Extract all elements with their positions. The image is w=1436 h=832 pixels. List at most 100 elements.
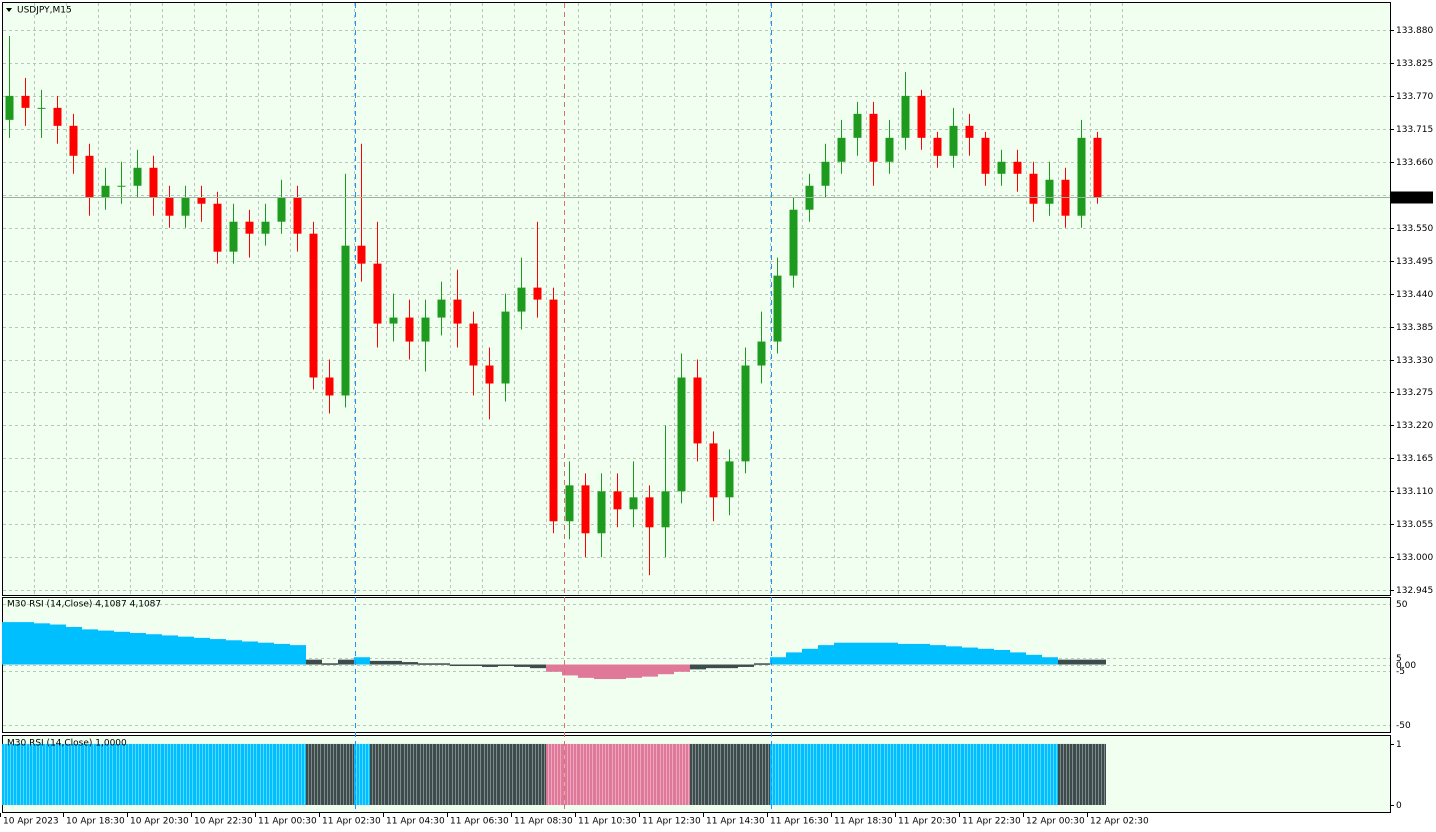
candle-body <box>869 113 878 162</box>
y-tick-label: 133.715 <box>1396 125 1433 135</box>
state-bar <box>626 743 642 805</box>
candle-body <box>661 491 670 528</box>
rsi-bar <box>642 664 658 677</box>
state-bar <box>1090 743 1106 805</box>
rsi-bar <box>450 664 466 667</box>
rsi-bar <box>514 664 530 667</box>
candle-body <box>917 95 926 138</box>
candle-body <box>1029 173 1038 204</box>
rsi-bar <box>290 645 306 665</box>
rsi-bar <box>242 641 258 665</box>
rsi-bar <box>258 642 274 665</box>
state-bar <box>322 743 338 805</box>
y-tick-label: 1 <box>1396 740 1402 750</box>
state-bar <box>306 743 322 805</box>
rsi-bar <box>66 626 82 665</box>
candle-body <box>245 221 254 234</box>
rsi-bar <box>546 664 562 672</box>
x-tick-label: 11 Apr 18:30 <box>834 817 893 827</box>
candle-body <box>789 209 798 276</box>
x-tick-label: 11 Apr 00:30 <box>258 817 317 827</box>
rsi-bar <box>18 622 34 665</box>
y-tick-label: 133.550 <box>1396 224 1433 234</box>
rsi-bar <box>162 635 178 665</box>
rsi-bar <box>850 642 866 665</box>
rsi-bar <box>754 663 770 665</box>
candle-body <box>581 485 590 534</box>
state-bar <box>354 743 370 805</box>
state-bar <box>754 743 770 805</box>
state-bar <box>274 743 290 805</box>
candle-body <box>885 137 894 162</box>
candle-body <box>501 311 510 384</box>
state-bar <box>690 743 706 805</box>
candle-body <box>229 221 238 252</box>
rsi-bar <box>498 664 514 667</box>
menu-arrow[interactable] <box>6 8 12 12</box>
rsi-bar <box>994 649 1010 665</box>
y-tick-label: -50 <box>1396 721 1411 731</box>
state-bar <box>434 743 450 805</box>
x-tick-label: 11 Apr 04:30 <box>386 817 445 827</box>
rsi-bar <box>98 630 114 665</box>
candle-body <box>709 443 718 498</box>
candle-body <box>757 341 766 366</box>
x-tick-label: 12 Apr 02:30 <box>1090 817 1149 827</box>
state-bar <box>402 743 418 805</box>
rsi-bar <box>130 633 146 665</box>
candle-body <box>389 317 398 324</box>
candle-body <box>293 197 302 234</box>
state-bar <box>770 743 786 805</box>
state-bar <box>226 743 242 805</box>
candle-body <box>405 317 414 342</box>
candle-body <box>101 185 110 198</box>
candle-body <box>277 197 286 222</box>
rsi-bar <box>50 624 66 665</box>
rsi-bar <box>210 639 226 665</box>
rsi-bar <box>706 664 722 669</box>
rsi-bar <box>1074 659 1090 665</box>
rsi-bar <box>978 648 994 665</box>
candle-body <box>933 137 942 156</box>
rsi-bar <box>674 664 690 672</box>
rsi-bar <box>1010 652 1026 665</box>
candle-body <box>21 95 30 108</box>
state-bar <box>530 743 546 805</box>
state-bar <box>98 743 114 805</box>
state-bar <box>498 743 514 805</box>
x-tick-label: 11 Apr 10:30 <box>578 817 637 827</box>
state-bar <box>594 743 610 805</box>
candle-body <box>149 167 158 198</box>
y-tick-label: 132.945 <box>1396 586 1433 596</box>
candle-body <box>597 491 606 534</box>
rsi-bar <box>1058 659 1074 665</box>
candle-body <box>117 185 126 187</box>
state-bar <box>386 743 402 805</box>
rsi-bar <box>658 664 674 675</box>
rsi-bar <box>866 642 882 665</box>
rsi-bar <box>274 643 290 665</box>
y-tick-label: 133.660 <box>1396 158 1433 168</box>
candle-body <box>85 155 94 198</box>
candle-body <box>53 107 62 126</box>
y-tick-label: 5 <box>1396 654 1402 664</box>
rsi-bar <box>594 664 610 680</box>
rsi-bar <box>722 664 738 669</box>
candle-body <box>949 125 958 156</box>
y-tick-label: 133.110 <box>1396 487 1433 497</box>
candle-body <box>309 233 318 378</box>
rsi-bar <box>226 640 242 665</box>
state-bar <box>962 743 978 805</box>
candle-body <box>357 245 366 264</box>
state-bar <box>930 743 946 805</box>
main-panel <box>2 2 1391 596</box>
y-tick-label: 133.825 <box>1396 59 1433 69</box>
price-box <box>1391 191 1433 204</box>
rsi-bar <box>354 657 370 665</box>
rsi-bar <box>962 647 978 665</box>
candle-body <box>325 377 334 396</box>
state-bar <box>546 743 562 805</box>
candle-body <box>213 203 222 252</box>
candle-body <box>373 263 382 324</box>
